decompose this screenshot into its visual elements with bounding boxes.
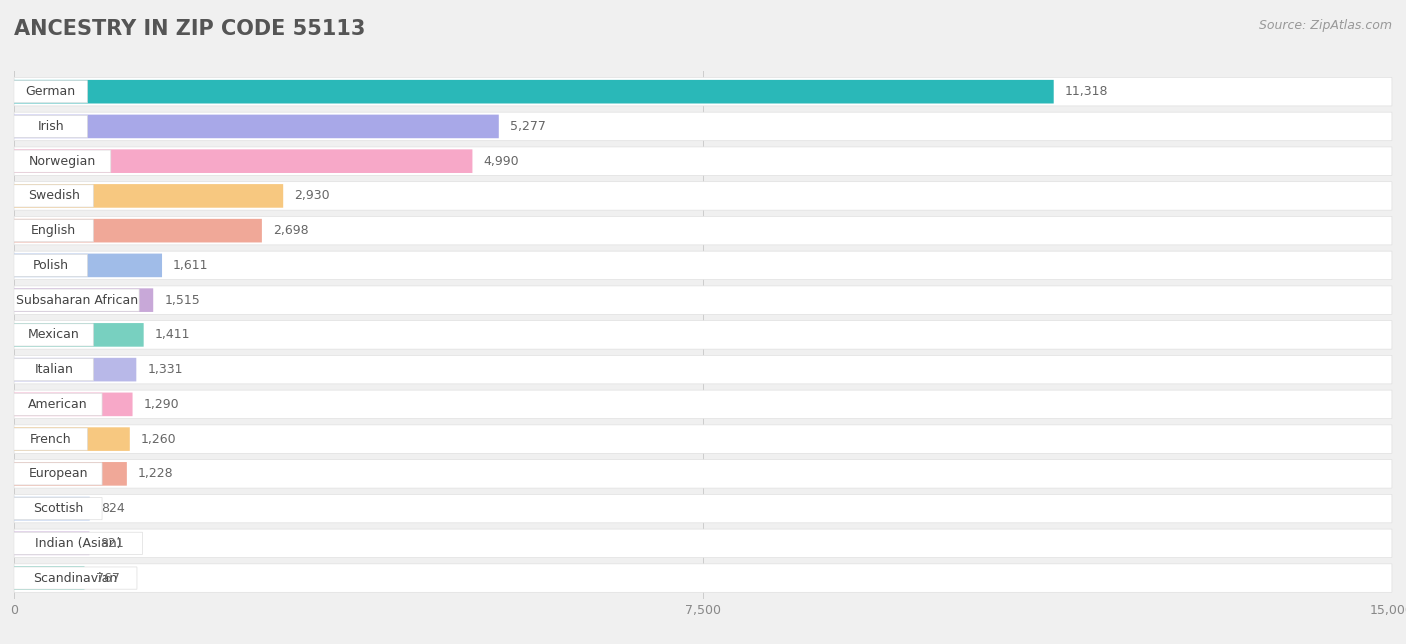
Text: 821: 821 [100,537,124,550]
Text: 11,318: 11,318 [1064,85,1108,98]
FancyBboxPatch shape [14,289,153,312]
Text: 1,260: 1,260 [141,433,176,446]
Text: Mexican: Mexican [28,328,80,341]
Text: English: English [31,224,76,237]
FancyBboxPatch shape [14,428,129,451]
Text: Source: ZipAtlas.com: Source: ZipAtlas.com [1258,19,1392,32]
FancyBboxPatch shape [14,393,132,416]
FancyBboxPatch shape [14,393,103,415]
FancyBboxPatch shape [14,254,162,277]
FancyBboxPatch shape [14,289,139,311]
FancyBboxPatch shape [14,359,93,381]
Text: 767: 767 [96,572,120,585]
Text: 5,277: 5,277 [510,120,546,133]
FancyBboxPatch shape [14,254,87,276]
FancyBboxPatch shape [14,460,1392,488]
Text: Irish: Irish [38,120,65,133]
Text: Norwegian: Norwegian [30,155,96,167]
FancyBboxPatch shape [14,463,103,485]
FancyBboxPatch shape [14,150,111,173]
Text: 1,290: 1,290 [143,398,179,411]
FancyBboxPatch shape [14,497,103,520]
Text: 1,515: 1,515 [165,294,200,307]
FancyBboxPatch shape [14,529,1392,558]
FancyBboxPatch shape [14,182,1392,210]
FancyBboxPatch shape [14,220,93,242]
FancyBboxPatch shape [14,531,90,555]
FancyBboxPatch shape [14,390,1392,419]
Text: Subsaharan African: Subsaharan African [15,294,138,307]
FancyBboxPatch shape [14,115,499,138]
FancyBboxPatch shape [14,321,1392,349]
FancyBboxPatch shape [14,115,87,138]
FancyBboxPatch shape [14,566,84,590]
FancyBboxPatch shape [14,497,90,520]
Text: Scandinavian: Scandinavian [34,572,118,585]
Text: 1,228: 1,228 [138,468,173,480]
FancyBboxPatch shape [14,147,1392,175]
Text: Italian: Italian [34,363,73,376]
Text: American: American [28,398,89,411]
FancyBboxPatch shape [14,184,283,208]
Text: 4,990: 4,990 [484,155,519,167]
FancyBboxPatch shape [14,425,1392,453]
Text: European: European [28,468,89,480]
FancyBboxPatch shape [14,286,1392,314]
Text: Indian (Asian): Indian (Asian) [35,537,121,550]
Text: 824: 824 [101,502,125,515]
Text: French: French [30,433,72,446]
Text: 2,930: 2,930 [294,189,330,202]
FancyBboxPatch shape [14,80,87,103]
FancyBboxPatch shape [14,251,1392,279]
Text: Swedish: Swedish [28,189,80,202]
FancyBboxPatch shape [14,149,472,173]
Text: Scottish: Scottish [32,502,83,515]
FancyBboxPatch shape [14,532,142,554]
FancyBboxPatch shape [14,77,1392,106]
FancyBboxPatch shape [14,462,127,486]
Text: 1,331: 1,331 [148,363,183,376]
Text: Polish: Polish [32,259,69,272]
FancyBboxPatch shape [14,185,93,207]
FancyBboxPatch shape [14,355,1392,384]
FancyBboxPatch shape [14,80,1053,104]
FancyBboxPatch shape [14,567,136,589]
FancyBboxPatch shape [14,324,93,346]
Text: ANCESTRY IN ZIP CODE 55113: ANCESTRY IN ZIP CODE 55113 [14,19,366,39]
FancyBboxPatch shape [14,216,1392,245]
FancyBboxPatch shape [14,219,262,243]
Text: 1,411: 1,411 [155,328,190,341]
Text: German: German [25,85,76,98]
FancyBboxPatch shape [14,495,1392,523]
FancyBboxPatch shape [14,428,87,450]
FancyBboxPatch shape [14,358,136,381]
FancyBboxPatch shape [14,323,143,346]
Text: 1,611: 1,611 [173,259,208,272]
FancyBboxPatch shape [14,564,1392,592]
Text: 2,698: 2,698 [273,224,308,237]
FancyBboxPatch shape [14,112,1392,140]
